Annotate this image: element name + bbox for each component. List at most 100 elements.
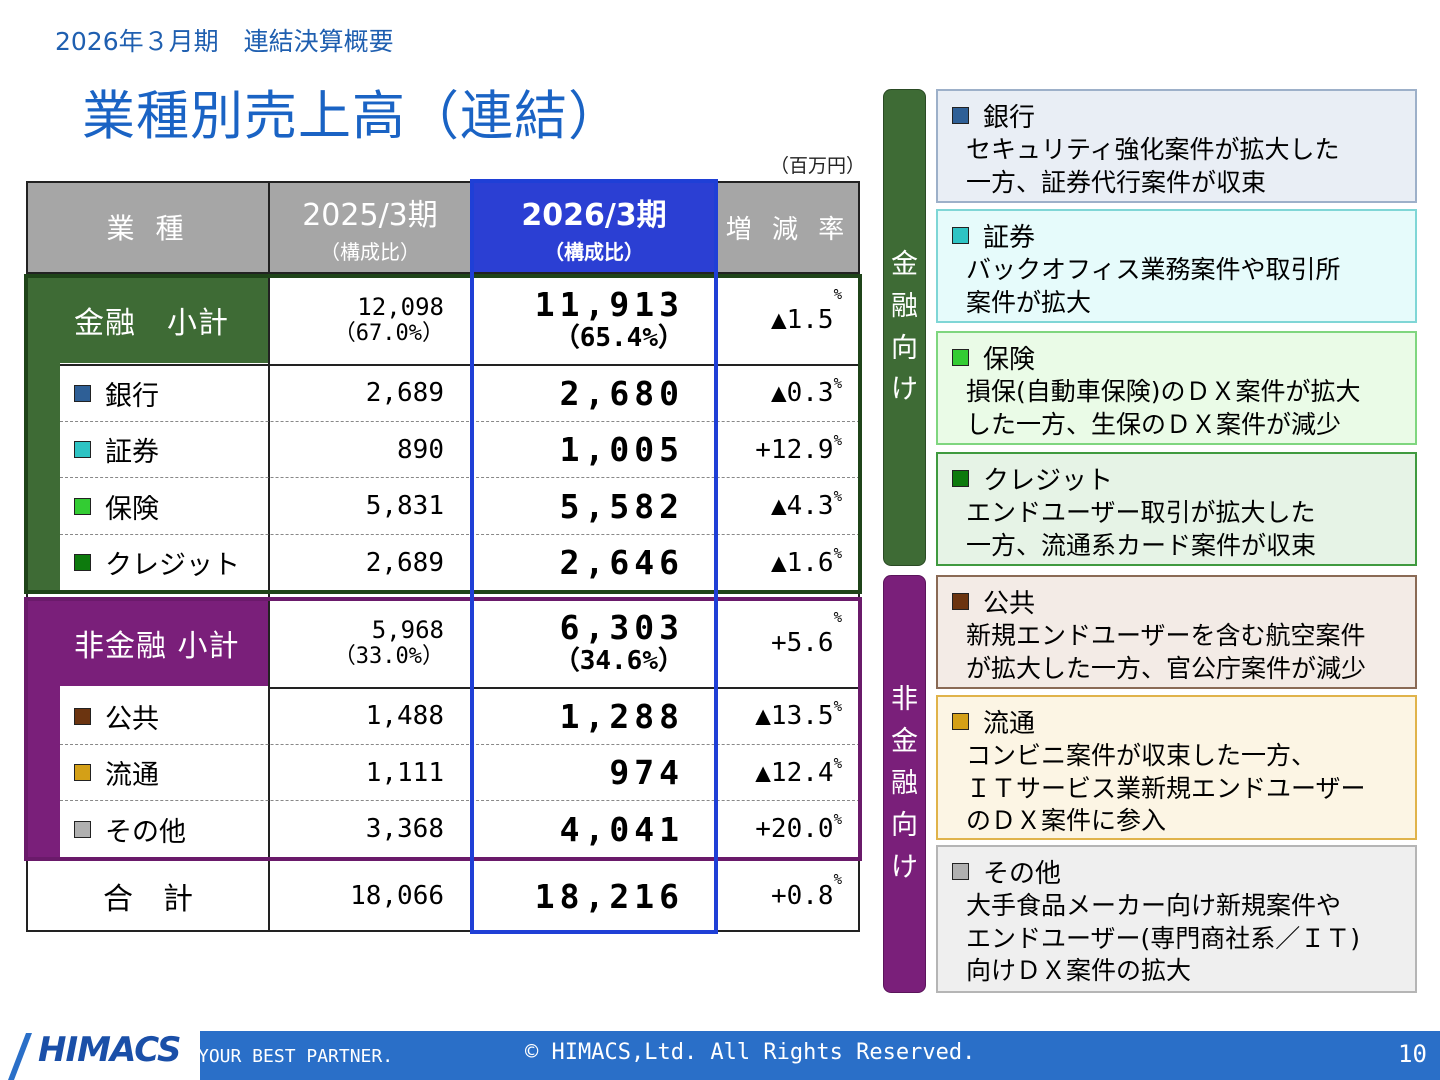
table-divider (60, 421, 860, 422)
table-row-label: その他 (60, 802, 268, 857)
table-row-rate: ▲4.3% (718, 479, 856, 534)
rate-unit: % (833, 699, 842, 715)
table-row-prev: 5,831 (270, 479, 470, 534)
header-cur-ratio-label: （構成比） (544, 239, 644, 264)
header-prev-year: 2025/3期 （構成比） (270, 182, 470, 272)
note-card: 銀行 セキュリティ強化案件が拡大した 一方、証券代行案件が収束 (936, 89, 1417, 203)
note-card: 証券 バックオフィス業務案件や取引所 案件が拡大 (936, 209, 1417, 323)
category-color-swatch (952, 107, 969, 124)
note-title: その他 (983, 859, 1062, 889)
total-prev: 18,066 (270, 862, 470, 930)
note-title: 流通 (983, 709, 1036, 739)
finance-bar-label: 金融向け (891, 248, 918, 406)
table-divider (268, 181, 270, 932)
total-cur: 18,216 (474, 862, 714, 930)
logo-slash-icon (8, 1033, 32, 1080)
table-row-cur: 1,005 (474, 422, 714, 477)
finance-category-bar: 金融向け (883, 89, 926, 566)
table-row-label: クレジット (60, 535, 268, 590)
table-row-prev: 3,368 (270, 802, 470, 857)
note-body-line: 大手食品メーカー向け新規案件や (966, 891, 1342, 920)
rate-unit: % (833, 812, 842, 828)
category-label: 証券 (105, 437, 159, 469)
table-row-rate: ▲12.4% (718, 745, 856, 800)
rate-value: ▲1.6 (770, 547, 834, 578)
note-title: 公共 (983, 589, 1036, 619)
category-color-swatch (952, 863, 969, 880)
nonfinance-subtotal-prev-ratio: （33.0%） (333, 644, 444, 670)
category-color-swatch (952, 593, 969, 610)
category-label: 公共 (105, 703, 159, 735)
header-cur-year-label: 2026/3期 (521, 197, 667, 233)
page-number: 10 (1398, 1040, 1427, 1068)
note-heading: クレジット (952, 460, 1405, 497)
finance-subtotal-cur-ratio: （65.4%） (553, 323, 684, 354)
rate-unit: % (833, 432, 842, 449)
note-body-line: バックオフィス業務案件や取引所 (966, 255, 1341, 284)
header-category: 業 種 (27, 182, 269, 272)
note-body-line: 一方、流通系カード案件が収束 (966, 530, 1317, 560)
nonfinance-bar-label: 非金融向け (891, 684, 918, 883)
rate-value: ▲4.3 (770, 491, 834, 522)
table-row-label: 公共 (60, 689, 268, 744)
rate-value: ▲13.5 (755, 701, 834, 732)
note-title: 証券 (983, 223, 1036, 253)
table-row-prev: 2,689 (270, 366, 470, 421)
finance-subtotal-rate-unit: % (833, 287, 842, 303)
note-body-line: 案件が拡大 (966, 287, 1092, 317)
category-color-swatch (952, 713, 969, 730)
finance-subtotal-prev: 12,098 （67.0%） (270, 277, 470, 363)
table-row-label: 流通 (60, 745, 268, 800)
note-heading: 保険 (952, 339, 1405, 376)
finance-side-band (24, 274, 60, 592)
category-color-swatch (74, 707, 91, 725)
note-body: バックオフィス業務案件や取引所 案件が拡大 (952, 254, 1405, 319)
note-body-line: が拡大した一方、官公庁案件が減少 (966, 653, 1367, 683)
category-color-swatch (952, 349, 969, 366)
header-rate-label: 増 減 率 (725, 214, 851, 245)
rate-unit: % (833, 376, 842, 392)
table-divider (268, 364, 860, 366)
header-prev-ratio-label: （構成比） (320, 239, 420, 264)
table-row-cur: 1,288 (474, 689, 714, 744)
note-body-line: 一方、証券代行案件が収束 (966, 167, 1267, 197)
category-color-swatch (74, 764, 91, 782)
note-heading: 流通 (952, 703, 1405, 740)
category-color-swatch (74, 497, 91, 515)
note-heading: 公共 (952, 583, 1405, 620)
note-body: 大手食品メーカー向け新規案件や エンドユーザー(専門商社系／ＩＴ) 向けＤＸ案件の拡… (952, 890, 1405, 988)
note-body-line: 損保(自動車保険)のＤＸ案件が拡大 (966, 377, 1361, 406)
category-label: 保険 (105, 493, 159, 525)
note-card: 流通 コンビニ案件が収束した一方、 ＩＴサービス業新規エンドユーザー のＤＸ案件に参… (936, 695, 1417, 840)
table-divider (60, 744, 860, 745)
note-body-line: エンドユーザー取引が拡大した (966, 498, 1316, 527)
note-body: 損保(自動車保険)のＤＸ案件が拡大 した一方、生保のＤＸ案件が減少 (952, 376, 1405, 441)
category-label: 流通 (105, 760, 159, 792)
category-label: 銀行 (105, 380, 159, 412)
nonfinance-category-bar: 非金融向け (883, 575, 926, 993)
table-divider (60, 477, 860, 478)
rate-unit: % (833, 755, 842, 772)
table-row-prev: 1,111 (270, 745, 470, 800)
nonfinance-subtotal-cur-ratio: （34.6%） (553, 646, 684, 677)
table-row-rate: ▲1.6% (718, 535, 856, 590)
header-prev-year-label: 2025/3期 (302, 197, 438, 233)
note-title: 保険 (983, 345, 1036, 375)
nonfinance-subtotal-prev: 5,968 （33.0%） (270, 600, 470, 686)
rate-unit: % (833, 489, 842, 505)
note-heading: 銀行 (952, 97, 1405, 134)
nonfinance-subtotal-label: 非金融 小計 (60, 600, 269, 686)
note-body: コンビニ案件が収束した一方、 ＩＴサービス業新規エンドユーザー のＤＸ案件に参入 (952, 740, 1405, 838)
finance-subtotal-rate-value: ▲1.5 (770, 305, 834, 335)
nonfinance-subtotal-prev-value: 5,968 (371, 615, 444, 644)
nonfinance-subtotal-rate: +5.6% (718, 600, 856, 686)
header-current-year: 2026/3期 （構成比） (474, 182, 714, 272)
table-row-cur: 4,041 (474, 802, 714, 857)
table-row-label: 保険 (60, 479, 268, 534)
table-row-cur: 5,582 (474, 479, 714, 534)
category-color-swatch (74, 554, 91, 572)
category-color-swatch (952, 227, 969, 244)
category-color-swatch (74, 820, 91, 838)
total-rate-value: +0.8 (770, 881, 834, 911)
table-row-prev: 890 (270, 422, 470, 477)
